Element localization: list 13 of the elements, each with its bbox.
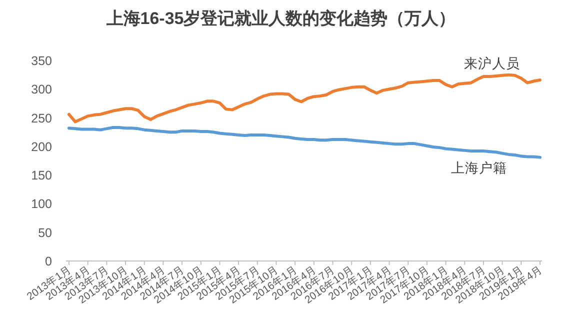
chart-title: 上海16-35岁登记就业人数的变化趋势（万人） [105,9,456,28]
y-tick-label: 250 [31,111,52,126]
y-tick-label: 300 [31,82,52,97]
y-tick-label: 200 [31,140,52,154]
y-tick-label: 0 [45,254,52,268]
y-tick-label: 150 [31,168,52,183]
series-label: 来沪人员 [464,56,520,71]
y-tick-label: 100 [31,197,52,212]
series-label: 上海户籍 [451,160,507,176]
line-series [68,126,542,159]
y-tick-label: 50 [38,226,52,240]
line-series [68,73,542,124]
y-tick-label: 350 [31,54,52,68]
